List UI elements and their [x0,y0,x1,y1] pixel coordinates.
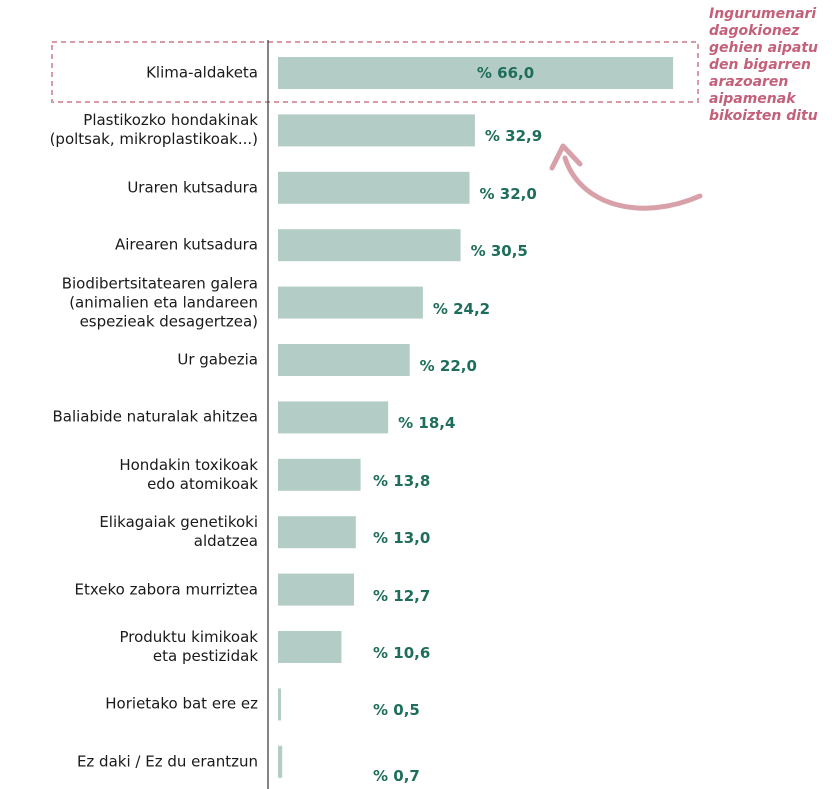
bar [278,114,475,147]
highlight-box [51,41,699,103]
value-label: % 0,7 [373,766,420,785]
bar [278,286,423,319]
value-label: % 30,5 [470,242,528,261]
value-label: % 32,9 [484,127,543,146]
value-label: % 24,2 [432,299,491,318]
category-label: Etxeko zabora murriztea [74,580,258,599]
bar [278,745,283,778]
bar [278,401,389,434]
value-label: % 0,5 [373,701,420,720]
value-label: % 32,0 [479,184,537,203]
category-label: Hondakin toxikoak edo atomikoak [119,455,258,493]
category-label: Produktu kimikoak eta pestizidak [119,628,258,665]
arrow-head [549,143,583,171]
category-label: Biodibertsitatearen galera (animalien et… [61,274,258,331]
bar [278,688,281,721]
bar [278,344,410,376]
category-label: Horietako bat ere ez [105,694,258,713]
value-label: % 18,4 [398,414,456,433]
value-label: % 13,0 [373,529,431,548]
bar [278,573,355,606]
category-label: Klima-aldaketa [146,63,258,82]
value-label: % 66,0 [476,64,535,82]
category-label: Ur gabezia [177,350,258,369]
value-label: % 22,0 [419,357,477,375]
bar [278,57,674,89]
value-label: % 10,6 [373,644,431,662]
category-label: Uraren kutsadura [127,178,258,197]
value-label: % 13,8 [373,471,431,490]
value-label: % 12,7 [373,586,431,605]
category-label: Baliabide naturalak ahitzea [52,407,258,426]
bar [278,631,342,663]
bar [278,516,356,549]
category-label: Airearen kutsadura [114,235,258,254]
category-label: Plastikozko hondakinak (poltsak, mikropl… [49,111,258,149]
bar [278,229,461,262]
bar [278,458,361,491]
category-label: Ez daki / Ez du erantzun [76,752,258,771]
category-label: Elikagaiak genetikoki aldatzea [99,513,258,551]
annotation: Ingurumenari dagokionez gehien aipatu de… [709,6,818,124]
bar [278,171,470,204]
arrow [562,155,703,211]
